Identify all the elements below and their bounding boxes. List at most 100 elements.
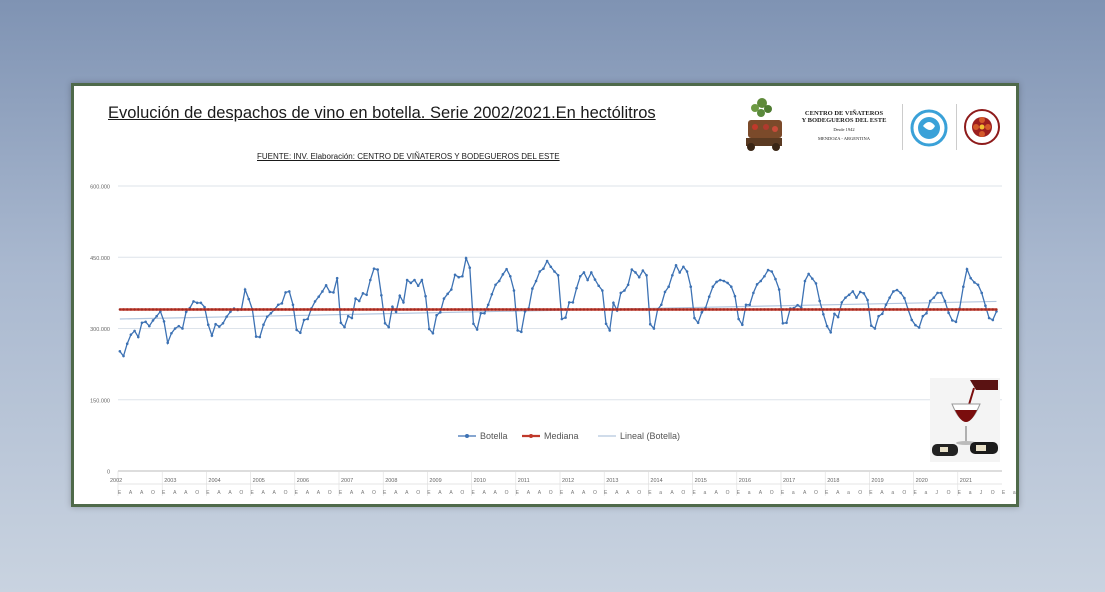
mediana-point [486,308,490,311]
mediana-point [608,308,611,311]
botella-point [317,295,321,298]
botella-point [582,271,586,274]
x-month-label: A [306,490,310,496]
botella-point [987,316,991,320]
x-month-label: A [759,490,763,496]
legend-label: Mediana [544,431,579,441]
botella-point [737,317,740,321]
botella-point [564,316,567,319]
botella-point [464,256,468,260]
mediana-point [888,308,891,311]
botella-point [567,301,571,304]
botella-point [457,275,461,279]
x-month-label: A [140,490,144,496]
x-month-label: A [527,490,531,496]
botella-point [450,288,453,291]
mediana-point [707,308,711,311]
botella-point [847,293,851,297]
mediana-point [207,308,210,311]
botella-point [391,305,394,308]
botella-point [339,321,343,325]
botella-point [910,318,914,322]
botella-point [380,293,383,297]
mediana-point [299,308,302,311]
mediana-point [615,308,619,311]
mediana-point [431,308,435,311]
mediana-point [818,308,821,311]
botella-point [575,286,578,290]
x-month-label: E [383,490,387,496]
vineyard-logo-icon [746,98,782,151]
y-tick-label: 600.000 [90,185,110,191]
mediana-point [700,308,704,311]
x-month-label: A [836,490,840,496]
botella-point [225,315,228,318]
botella-point [287,290,291,293]
mediana-point [229,308,232,311]
botella-point [184,310,188,314]
mediana-point [306,308,309,311]
x-year-label: 2003 [164,478,176,484]
botella-point [995,310,998,313]
botella-point [129,333,133,336]
x-month-label: O [549,490,553,496]
mediana-point [177,308,180,311]
mediana-point [538,308,541,311]
botella-point [825,324,829,328]
mediana-point [545,308,549,311]
botella-point [144,320,147,324]
logo-area: CENTRO DE VIÑATEROS Y BODEGUEROS DEL EST… [742,94,1002,154]
botella-point [394,310,398,314]
x-month-label: A [670,490,674,496]
mediana-point [586,308,589,311]
x-month-label: E [250,490,254,496]
x-month-label: a [748,490,751,496]
mediana-point [468,308,471,311]
mediana-point [122,308,125,311]
mediana-series [118,308,998,311]
x-month-label: E [295,490,299,496]
mediana-point [656,308,659,311]
mediana-point [689,308,692,311]
y-tick-label: 300.000 [90,327,110,333]
mediana-point [965,308,969,311]
mediana-point [623,308,626,311]
mediana-point [862,308,866,311]
mediana-point [553,308,556,311]
botella-point [221,321,225,325]
x-month-label: O [328,490,332,496]
botella-point [645,274,648,277]
x-month-label: A [129,490,133,496]
x-month-label: O [151,490,155,496]
mediana-point [195,308,199,311]
mediana-point [807,308,810,311]
mediana-point [262,308,265,311]
botella-point [766,268,770,272]
mediana-point [221,308,225,311]
botella-point [836,315,840,319]
mediana-point [634,308,637,311]
botella-point [726,281,729,285]
mediana-point [582,308,586,311]
mediana-point [361,308,365,311]
botella-point [276,303,280,307]
x-month-label: E [869,490,873,496]
x-month-label: a [703,490,706,496]
x-month-label: A [538,490,542,496]
x-month-label: A [261,490,265,496]
mediana-point [380,308,383,311]
mediana-point [516,308,519,311]
botella-point [921,314,925,318]
botella-point [685,270,689,273]
mediana-point [144,308,147,311]
y-tick-label: 150.000 [90,398,110,404]
mediana-point [347,308,350,311]
mediana-point [715,308,718,311]
botella-point [980,291,984,295]
mediana-point [365,308,368,311]
mediana-point [214,308,217,311]
mediana-point [777,308,781,311]
mediana-point [593,308,597,311]
botella-point [206,323,210,326]
mediana-point [604,308,608,311]
